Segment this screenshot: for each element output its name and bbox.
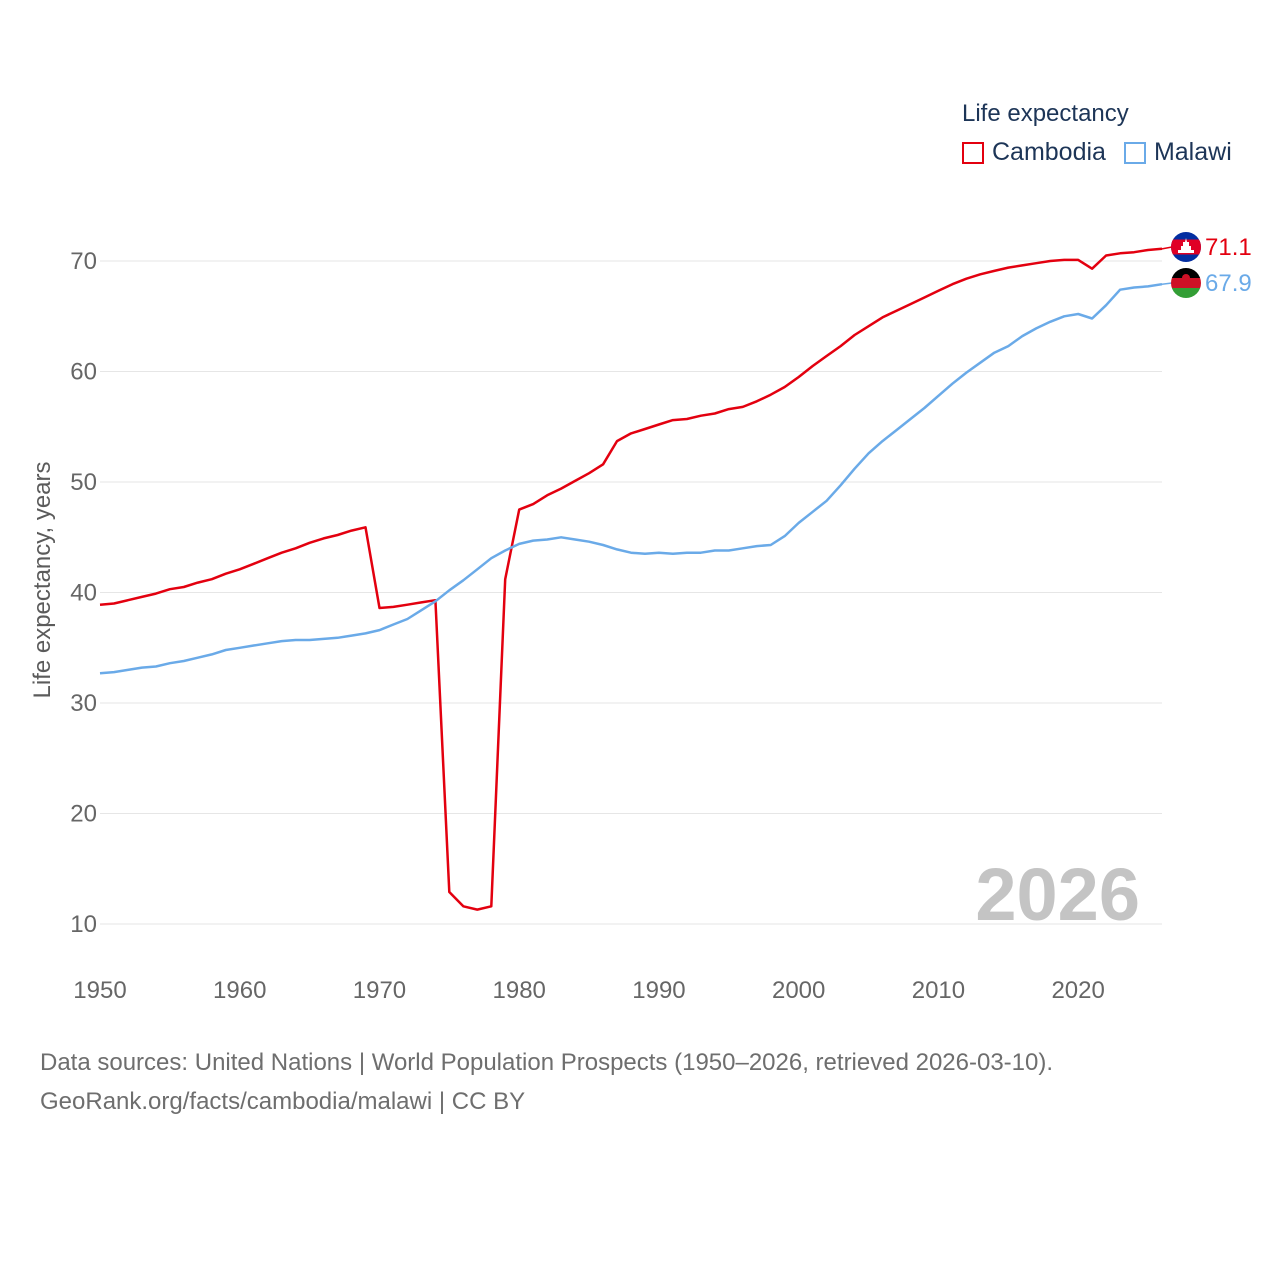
y-tick-label: 30	[70, 690, 97, 717]
x-tick-label: 1990	[632, 977, 685, 1004]
footer-sources: Data sources: United Nations | World Pop…	[40, 1049, 1054, 1076]
cambodia-flag-icon	[1171, 232, 1201, 262]
legend-swatch-malawi	[1123, 141, 1146, 164]
x-tick-label: 1960	[213, 977, 266, 1004]
x-tick-label: 2000	[772, 977, 825, 1004]
legend-item-cambodia[interactable]: Cambodia	[962, 138, 1106, 167]
malawi-flag-icon	[1171, 268, 1201, 298]
end-connector-malawi	[1161, 282, 1173, 285]
series-line-malawi	[99, 282, 1163, 675]
legend-label-malawi: Malawi	[1153, 138, 1232, 166]
end-connector-cambodia	[1161, 246, 1173, 250]
legend-label-cambodia: Cambodia	[992, 138, 1106, 166]
grid-lines	[100, 260, 1162, 925]
footer: Data sources: United Nations | World Pop…	[40, 1043, 1053, 1121]
x-axis-ticks: 1950 1960 1970 1980 1990 2000 2010 2020	[73, 977, 1105, 1004]
x-tick-label: 2020	[1051, 977, 1104, 1004]
year-watermark: 2026	[975, 853, 1140, 936]
x-tick-label: 1980	[493, 977, 546, 1004]
y-tick-label: 40	[70, 580, 97, 607]
line-chart: 10 20 30 40 50 60 70 1950 1960 1970 1980 1990 2000 2…	[29, 232, 1252, 1004]
legend-item-malawi[interactable]: Malawi	[1123, 138, 1232, 167]
x-tick-label: 2010	[912, 977, 965, 1004]
footer-attribution: GeoRank.org/facts/cambodia/malawi | CC B…	[40, 1088, 526, 1115]
y-tick-label: 50	[70, 469, 97, 496]
legend: Life expectancy Cambodia Malawi	[962, 100, 1250, 167]
y-axis-label: Life expectancy, years	[29, 461, 56, 698]
y-axis-ticks: 10 20 30 40 50 60 70	[70, 248, 97, 938]
end-labels: 71.1 67.9	[1205, 234, 1252, 297]
end-value-malawi: 67.9	[1205, 270, 1252, 297]
end-value-cambodia: 71.1	[1205, 234, 1252, 261]
y-tick-label: 60	[70, 359, 97, 386]
series-lines	[99, 246, 1173, 911]
end-flags	[1171, 232, 1201, 298]
y-tick-label: 10	[70, 911, 97, 938]
y-tick-label: 70	[70, 248, 97, 275]
y-tick-label: 20	[70, 801, 97, 828]
x-tick-label: 1950	[73, 977, 126, 1004]
legend-swatch-cambodia	[962, 141, 984, 164]
series-line-cambodia	[99, 247, 1163, 911]
x-tick-label: 1970	[353, 977, 406, 1004]
legend-title: Life expectancy	[962, 100, 1129, 127]
